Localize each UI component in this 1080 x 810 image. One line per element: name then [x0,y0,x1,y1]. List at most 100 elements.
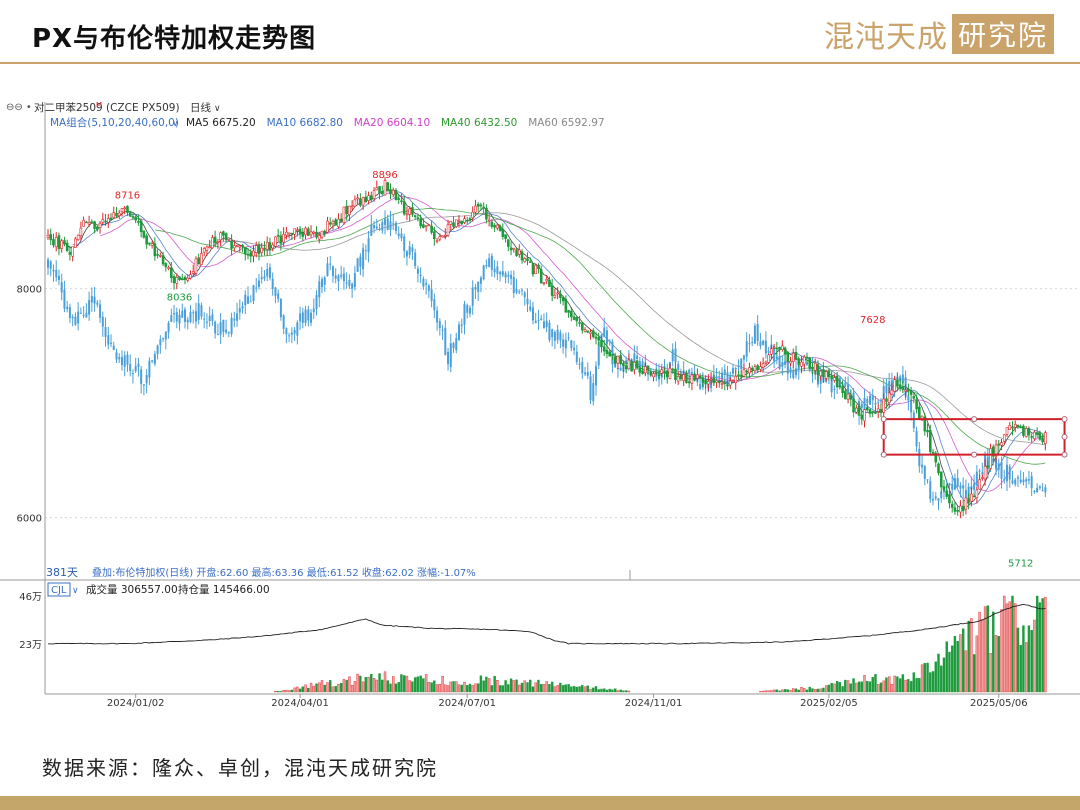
brent-candle [334,275,337,279]
px-candle [693,373,696,381]
px-brent-chart[interactable]: ⊖⊖ • 对二甲苯2509 M (CZCE PX509) 日线 ∨ MA组合(5… [0,98,1080,712]
brent-candle [337,275,340,282]
px-candle [235,244,239,247]
volume-indicator-button[interactable] [47,582,71,597]
px-candle [430,225,433,233]
px-candle [405,213,409,216]
brent-candle [1027,479,1030,481]
volume-bar [808,686,811,693]
brent-candle [531,307,534,321]
header-controls-icon[interactable]: ⊖⊖ • [6,102,32,113]
date-x-ticks: 2024/01/02 2024/04/01 2024/07/01 2024/11/01… [107,694,1028,709]
brand-box: 研究院 [951,14,1054,54]
brent-candle [408,246,411,255]
px-candle [219,232,222,241]
px-candle [827,370,831,377]
px-candle [252,250,255,257]
px-candle [139,220,143,233]
brent-candle [131,373,134,375]
brent-candle [562,339,565,347]
brent-candle [386,218,389,230]
px-candle [600,339,603,348]
px-candle [794,351,798,360]
volume-chevron-down-icon[interactable]: ∨ [72,586,79,596]
brent-candle [718,376,721,378]
volume-bar [337,683,340,693]
ma-group-selector[interactable]: MA组合(5,10,20,40,60,0) [50,116,179,129]
px-candle [805,356,809,359]
brent-candle [312,308,315,313]
brent-candle [307,309,310,321]
highlight-box[interactable] [880,416,1068,458]
px-candle [937,463,940,474]
brent-candle [331,266,334,276]
brent-candle [244,294,247,306]
brent-candle [159,339,162,346]
px-candle [271,244,274,249]
px-candle [328,222,332,225]
px-candle [890,389,894,395]
ma-chevron-down-icon[interactable]: ∨ [172,119,179,129]
brent-candle [1044,487,1047,493]
px-candle [501,228,505,237]
volume-bar [523,680,526,693]
volume-bar [419,675,422,693]
px-candle [808,357,812,369]
px-candle [285,231,288,236]
brent-candle [115,352,118,360]
brent-candle [216,333,219,335]
volume-bar [359,675,362,693]
brent-candle [995,458,998,470]
px-candle [312,231,316,234]
volume-tick-label: 46万 [19,592,42,603]
px-candle [679,374,683,380]
brent-candle [844,382,847,387]
volume-bar [975,635,979,693]
px-candle [586,330,590,333]
px-candle [926,430,929,433]
instrument-code: (CZCE PX509) [106,102,180,114]
volume-bar [816,688,820,693]
brent-candle [537,319,540,321]
px-candle [391,189,395,195]
highlight-handle [880,451,887,458]
px-candle [981,477,984,479]
px-candle [216,241,220,244]
px-candle [74,238,77,248]
px-candle [1008,425,1012,430]
volume-bar [416,676,420,693]
chevron-down-icon[interactable]: ∨ [214,104,221,114]
brent-candle [134,366,137,372]
instrument-name[interactable]: 对二甲苯2509 [34,101,103,114]
brent-candle [921,464,924,468]
volume-bar [334,685,337,693]
brent-candle [181,310,184,318]
highlight-handle [880,416,887,423]
px-candle [619,355,622,365]
px-candle [296,229,299,232]
brent-candle [1033,490,1036,492]
px-candle [575,317,579,322]
brent-candle [247,296,250,304]
brent-candle [699,383,702,389]
volume-bar [430,682,433,693]
px-candle [301,232,305,237]
volume-bar [293,687,296,693]
brent-candle [553,332,556,341]
brent-candle [288,335,291,337]
px-candle [624,365,628,370]
volume-bar [871,677,874,693]
brent-candle [542,321,545,329]
period-selector[interactable]: 日线 [190,101,211,114]
px-candle [156,254,159,256]
volume-bar [518,684,521,693]
volume-bar [329,680,332,693]
brent-candle [373,225,376,229]
brent-candle [973,483,976,490]
px-candle [720,383,724,385]
px-candle [246,253,250,256]
chart-area[interactable]: ⊖⊖ • 对二甲苯2509 M (CZCE PX509) 日线 ∨ MA组合(5… [0,98,1080,712]
brent-candle [77,311,80,324]
px-candle [482,206,485,209]
px-candle [233,245,236,249]
